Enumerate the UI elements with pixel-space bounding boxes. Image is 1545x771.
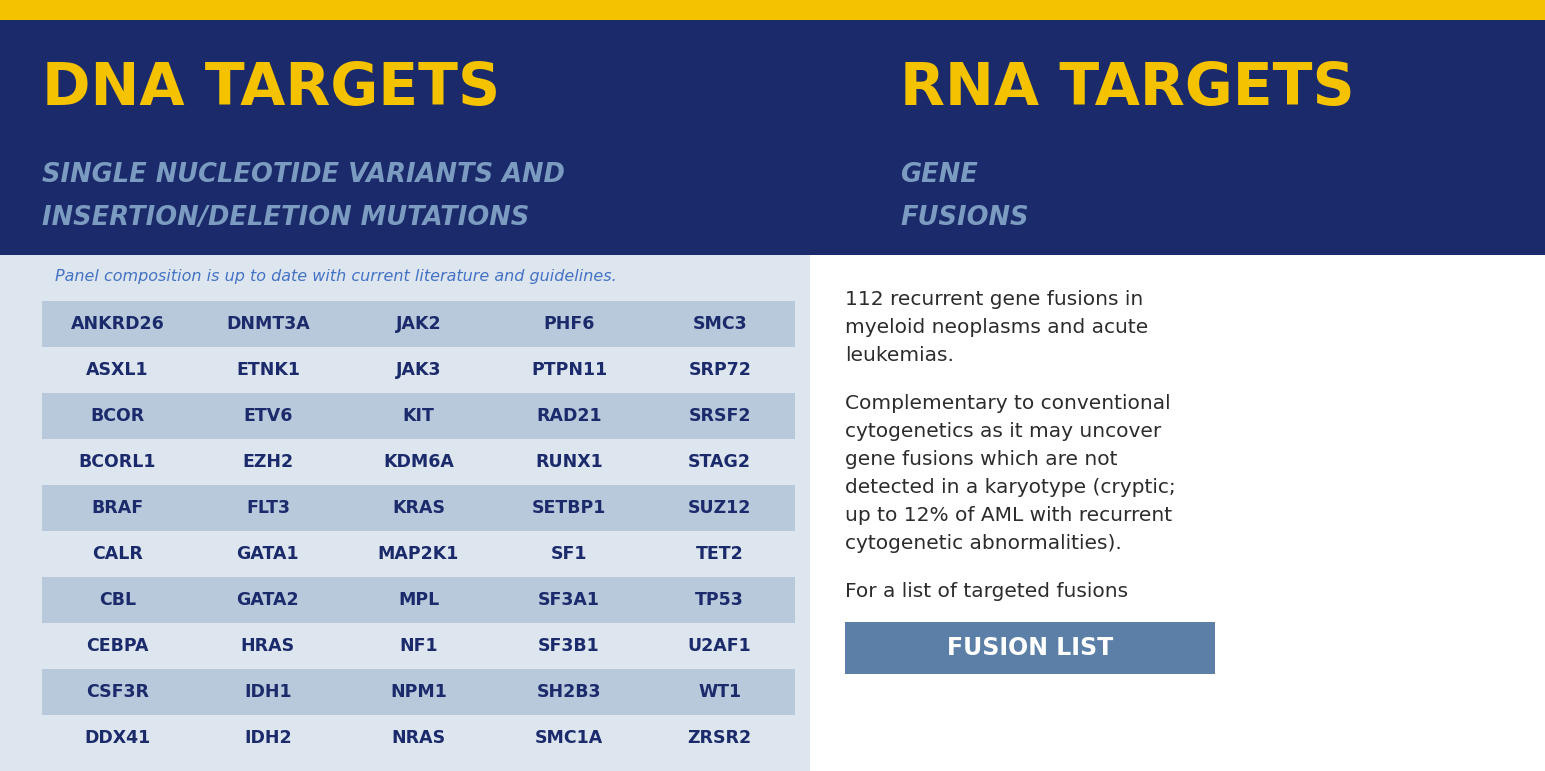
Text: PHF6: PHF6 (544, 315, 595, 333)
Text: GATA1: GATA1 (236, 545, 300, 563)
Text: SF3B1: SF3B1 (538, 637, 599, 655)
Text: SMC3: SMC3 (692, 315, 748, 333)
Text: FUSION LIST: FUSION LIST (947, 636, 1112, 660)
Text: SUZ12: SUZ12 (688, 499, 751, 517)
Bar (42, 531, 796, 577)
Text: CALR: CALR (91, 545, 142, 563)
Text: GATA2: GATA2 (236, 591, 300, 609)
Bar (42, 485, 796, 531)
Bar (42, 347, 796, 393)
Text: RAD21: RAD21 (536, 407, 603, 425)
Text: CSF3R: CSF3R (87, 683, 148, 701)
Text: ZRSR2: ZRSR2 (688, 729, 752, 747)
Text: HRAS: HRAS (241, 637, 295, 655)
Text: FUSIONS: FUSIONS (901, 205, 1029, 231)
Text: ASXL1: ASXL1 (87, 361, 148, 379)
Text: ETV6: ETV6 (243, 407, 292, 425)
Text: 112 recurrent gene fusions in: 112 recurrent gene fusions in (845, 290, 1143, 309)
Text: detected in a karyotype (cryptic;: detected in a karyotype (cryptic; (845, 478, 1176, 497)
Text: NRAS: NRAS (391, 729, 445, 747)
Text: CEBPA: CEBPA (87, 637, 148, 655)
Text: leukemias.: leukemias. (845, 346, 953, 365)
Text: JAK3: JAK3 (396, 361, 442, 379)
Bar (42, 715, 796, 761)
Text: Complementary to conventional: Complementary to conventional (845, 394, 1171, 413)
Text: JAK2: JAK2 (396, 315, 442, 333)
Text: BRAF: BRAF (91, 499, 144, 517)
Text: cytogenetic abnormalities).: cytogenetic abnormalities). (845, 534, 1122, 553)
Text: SH2B3: SH2B3 (536, 683, 601, 701)
Text: MAP2K1: MAP2K1 (379, 545, 459, 563)
Text: U2AF1: U2AF1 (688, 637, 751, 655)
Text: STAG2: STAG2 (688, 453, 751, 471)
Text: TP53: TP53 (695, 591, 745, 609)
Text: SF1: SF1 (552, 545, 587, 563)
Text: ANKRD26: ANKRD26 (71, 315, 164, 333)
Text: SRSF2: SRSF2 (689, 407, 751, 425)
Text: PTPN11: PTPN11 (531, 361, 607, 379)
Text: IDH2: IDH2 (244, 729, 292, 747)
Text: MPL: MPL (399, 591, 439, 609)
Text: IDH1: IDH1 (244, 683, 292, 701)
Text: ETNK1: ETNK1 (236, 361, 300, 379)
Text: TET2: TET2 (695, 545, 743, 563)
Text: CBL: CBL (99, 591, 136, 609)
Text: KRAS: KRAS (392, 499, 445, 517)
Bar (0, 255, 810, 771)
Text: SRP72: SRP72 (688, 361, 751, 379)
Text: cytogenetics as it may uncover: cytogenetics as it may uncover (845, 422, 1162, 441)
Text: SMC1A: SMC1A (535, 729, 603, 747)
Text: SETBP1: SETBP1 (531, 499, 606, 517)
Bar (810, 255, 1545, 771)
Text: DDX41: DDX41 (83, 729, 150, 747)
Bar (42, 577, 796, 623)
Text: BCORL1: BCORL1 (79, 453, 156, 471)
Text: SINGLE NUCLEOTIDE VARIANTS AND: SINGLE NUCLEOTIDE VARIANTS AND (42, 162, 565, 188)
Text: INSERTION/DELETION MUTATIONS: INSERTION/DELETION MUTATIONS (42, 205, 530, 231)
Text: myeloid neoplasms and acute: myeloid neoplasms and acute (845, 318, 1148, 337)
Text: NF1: NF1 (399, 637, 437, 655)
Bar (845, 622, 1214, 674)
Bar (42, 393, 796, 439)
Text: RUNX1: RUNX1 (535, 453, 603, 471)
Bar (0, 0, 1545, 20)
Text: Panel composition is up to date with current literature and guidelines.: Panel composition is up to date with cur… (56, 270, 616, 284)
Text: KDM6A: KDM6A (383, 453, 454, 471)
Text: up to 12% of AML with recurrent: up to 12% of AML with recurrent (845, 506, 1173, 525)
Text: SF3A1: SF3A1 (538, 591, 599, 609)
Text: KIT: KIT (403, 407, 434, 425)
Bar (42, 623, 796, 669)
Text: For a list of targeted fusions: For a list of targeted fusions (845, 582, 1128, 601)
Bar (42, 669, 796, 715)
Bar (42, 439, 796, 485)
Text: gene fusions which are not: gene fusions which are not (845, 450, 1117, 469)
Text: DNMT3A: DNMT3A (226, 315, 311, 333)
Text: RNA TARGETS: RNA TARGETS (901, 59, 1355, 116)
Text: DNA TARGETS: DNA TARGETS (42, 59, 501, 116)
Text: EZH2: EZH2 (243, 453, 294, 471)
Bar (0, 20, 1545, 255)
Text: FLT3: FLT3 (246, 499, 290, 517)
Text: NPM1: NPM1 (389, 683, 447, 701)
Text: BCOR: BCOR (90, 407, 144, 425)
Text: WT1: WT1 (698, 683, 742, 701)
Bar (42, 301, 796, 347)
Text: GENE: GENE (901, 162, 978, 188)
